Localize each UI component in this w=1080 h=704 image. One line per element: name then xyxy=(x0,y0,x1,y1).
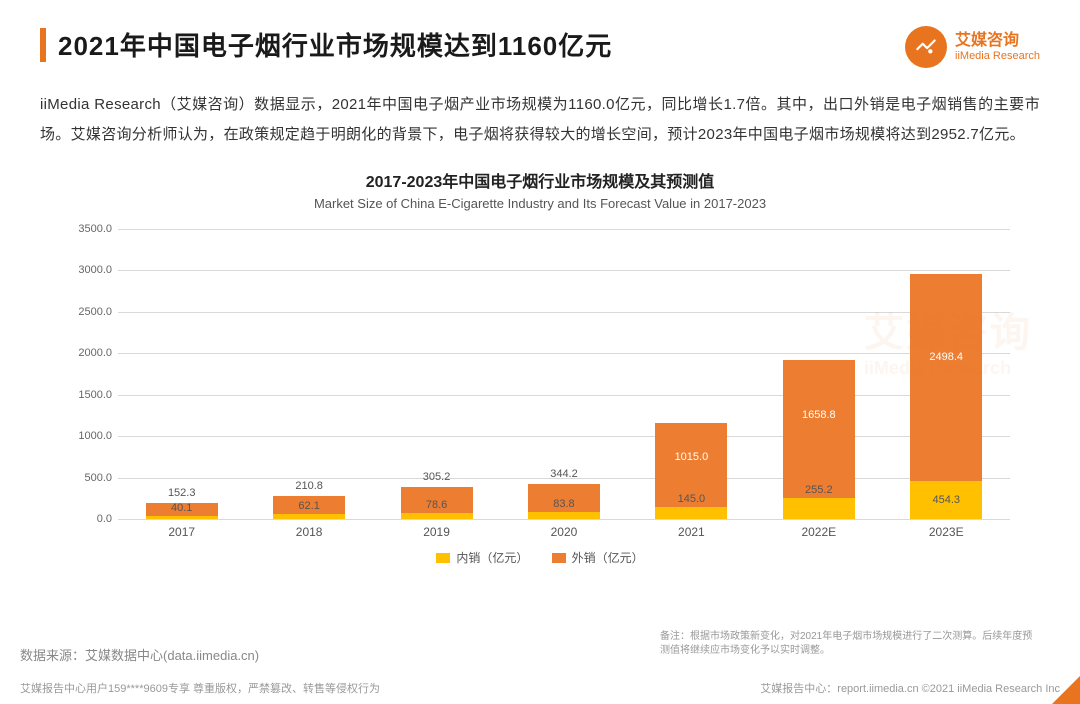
bar-value-export: 152.3 xyxy=(122,487,242,499)
x-tick-label: 2017 xyxy=(132,525,232,539)
bar-value-export: 1015.0 xyxy=(631,451,751,463)
y-tick-label: 2500.0 xyxy=(70,306,112,318)
legend-item-export: 外销（亿元） xyxy=(552,549,644,566)
bar-value-domestic: 78.6 xyxy=(377,499,497,511)
data-source: 数据来源：艾媒数据中心(data.iimedia.cn) xyxy=(20,645,259,664)
bar-value-export: 1658.8 xyxy=(759,409,879,421)
y-tick-label: 3500.0 xyxy=(70,223,112,235)
bar-value-domestic: 454.3 xyxy=(886,494,1006,506)
bar: 344.283.8 xyxy=(528,484,600,519)
bar: 152.340.1 xyxy=(146,503,218,519)
bar-segment-domestic: 145.0 xyxy=(655,507,727,519)
chart-container: 2017-2023年中国电子烟行业市场规模及其预测值 Market Size o… xyxy=(40,168,1040,566)
x-tick-label: 2021 xyxy=(641,525,741,539)
bar-value-export: 344.2 xyxy=(504,468,624,480)
legend-label-export: 外销（亿元） xyxy=(572,549,644,566)
bar-slot: 1015.0145.02021 xyxy=(651,229,731,519)
chart-note: 备注：根据市场政策新变化，对2021年电子烟市场规模进行了二次测算。后续年度预测… xyxy=(660,630,1040,658)
x-tick-label: 2023E xyxy=(896,525,996,539)
page-title: 2021年中国电子烟行业市场规模达到1160亿元 xyxy=(58,26,612,63)
bar-segment-domestic: 255.2 xyxy=(783,498,855,519)
chart-plot: 0.0500.01000.01500.02000.02500.03000.035… xyxy=(118,229,1010,519)
bar-value-domestic: 40.1 xyxy=(122,502,242,514)
bar-segment-export: 2498.4 xyxy=(910,274,982,481)
brand-name-en: iiMedia Research xyxy=(955,50,1040,62)
bar: 305.278.6 xyxy=(401,487,473,519)
legend-label-domestic: 内销（亿元） xyxy=(456,549,528,566)
y-tick-label: 0.0 xyxy=(70,513,112,525)
bar-slot: 152.340.12017 xyxy=(142,229,222,519)
bar: 1658.8255.2 xyxy=(783,360,855,519)
bar: 210.862.1 xyxy=(273,496,345,519)
page-footer: 艾媒报告中心用户159****9609专享 尊重版权，严禁篡改、转售等侵权行为 … xyxy=(0,678,1080,696)
legend-swatch-export xyxy=(552,553,566,563)
bar-slot: 1658.8255.22022E xyxy=(779,229,859,519)
bar: 2498.4454.3 xyxy=(910,274,982,519)
description-paragraph: iiMedia Research（艾媒咨询）数据显示，2021年中国电子烟产业市… xyxy=(40,90,1040,150)
bar-slot: 210.862.12018 xyxy=(269,229,349,519)
bar-segment-domestic: 78.6 xyxy=(401,513,473,520)
bar-value-domestic: 145.0 xyxy=(631,493,751,505)
bar-value-domestic: 255.2 xyxy=(759,484,879,496)
chart-legend: 内销（亿元） 外销（亿元） xyxy=(40,549,1040,566)
x-tick-label: 2018 xyxy=(259,525,359,539)
brand-logo: 艾媒咨询 iiMedia Research xyxy=(905,26,1040,68)
bar-value-domestic: 83.8 xyxy=(504,498,624,510)
y-tick-label: 3000.0 xyxy=(70,264,112,276)
x-tick-label: 2022E xyxy=(769,525,869,539)
bar-slot: 2498.4454.32023E xyxy=(906,229,986,519)
bar-segment-domestic: 83.8 xyxy=(528,512,600,519)
chart-title-cn: 2017-2023年中国电子烟行业市场规模及其预测值 xyxy=(40,168,1040,192)
bar-slot: 344.283.82020 xyxy=(524,229,604,519)
bar-value-export: 2498.4 xyxy=(886,351,1006,363)
bar: 1015.0145.0 xyxy=(655,423,727,519)
y-tick-label: 2000.0 xyxy=(70,347,112,359)
bar-slot: 305.278.62019 xyxy=(397,229,477,519)
footer-left: 艾媒报告中心用户159****9609专享 尊重版权，严禁篡改、转售等侵权行为 xyxy=(20,680,380,696)
y-tick-label: 1500.0 xyxy=(70,389,112,401)
brand-badge-icon xyxy=(905,26,947,68)
bar-value-export: 305.2 xyxy=(377,471,497,483)
corner-triangle-icon xyxy=(1052,676,1080,704)
bar-segment-domestic: 454.3 xyxy=(910,481,982,519)
bar-segment-domestic: 40.1 xyxy=(146,516,218,519)
x-tick-label: 2019 xyxy=(387,525,487,539)
title-accent-bar xyxy=(40,28,46,62)
legend-item-domestic: 内销（亿元） xyxy=(436,549,528,566)
footer-right: 艾媒报告中心：report.iimedia.cn ©2021 iiMedia R… xyxy=(760,680,1060,696)
y-tick-label: 500.0 xyxy=(70,472,112,484)
y-tick-label: 1000.0 xyxy=(70,430,112,442)
bar-value-export: 210.8 xyxy=(249,480,369,492)
chart-title-en: Market Size of China E-Cigarette Industr… xyxy=(40,196,1040,211)
brand-name-cn: 艾媒咨询 xyxy=(955,32,1040,50)
grid-line xyxy=(118,519,1010,520)
legend-swatch-domestic xyxy=(436,553,450,563)
bar-segment-export: 1658.8 xyxy=(783,360,855,497)
bar-segment-domestic: 62.1 xyxy=(273,514,345,519)
bar-value-domestic: 62.1 xyxy=(249,500,369,512)
x-tick-label: 2020 xyxy=(514,525,614,539)
